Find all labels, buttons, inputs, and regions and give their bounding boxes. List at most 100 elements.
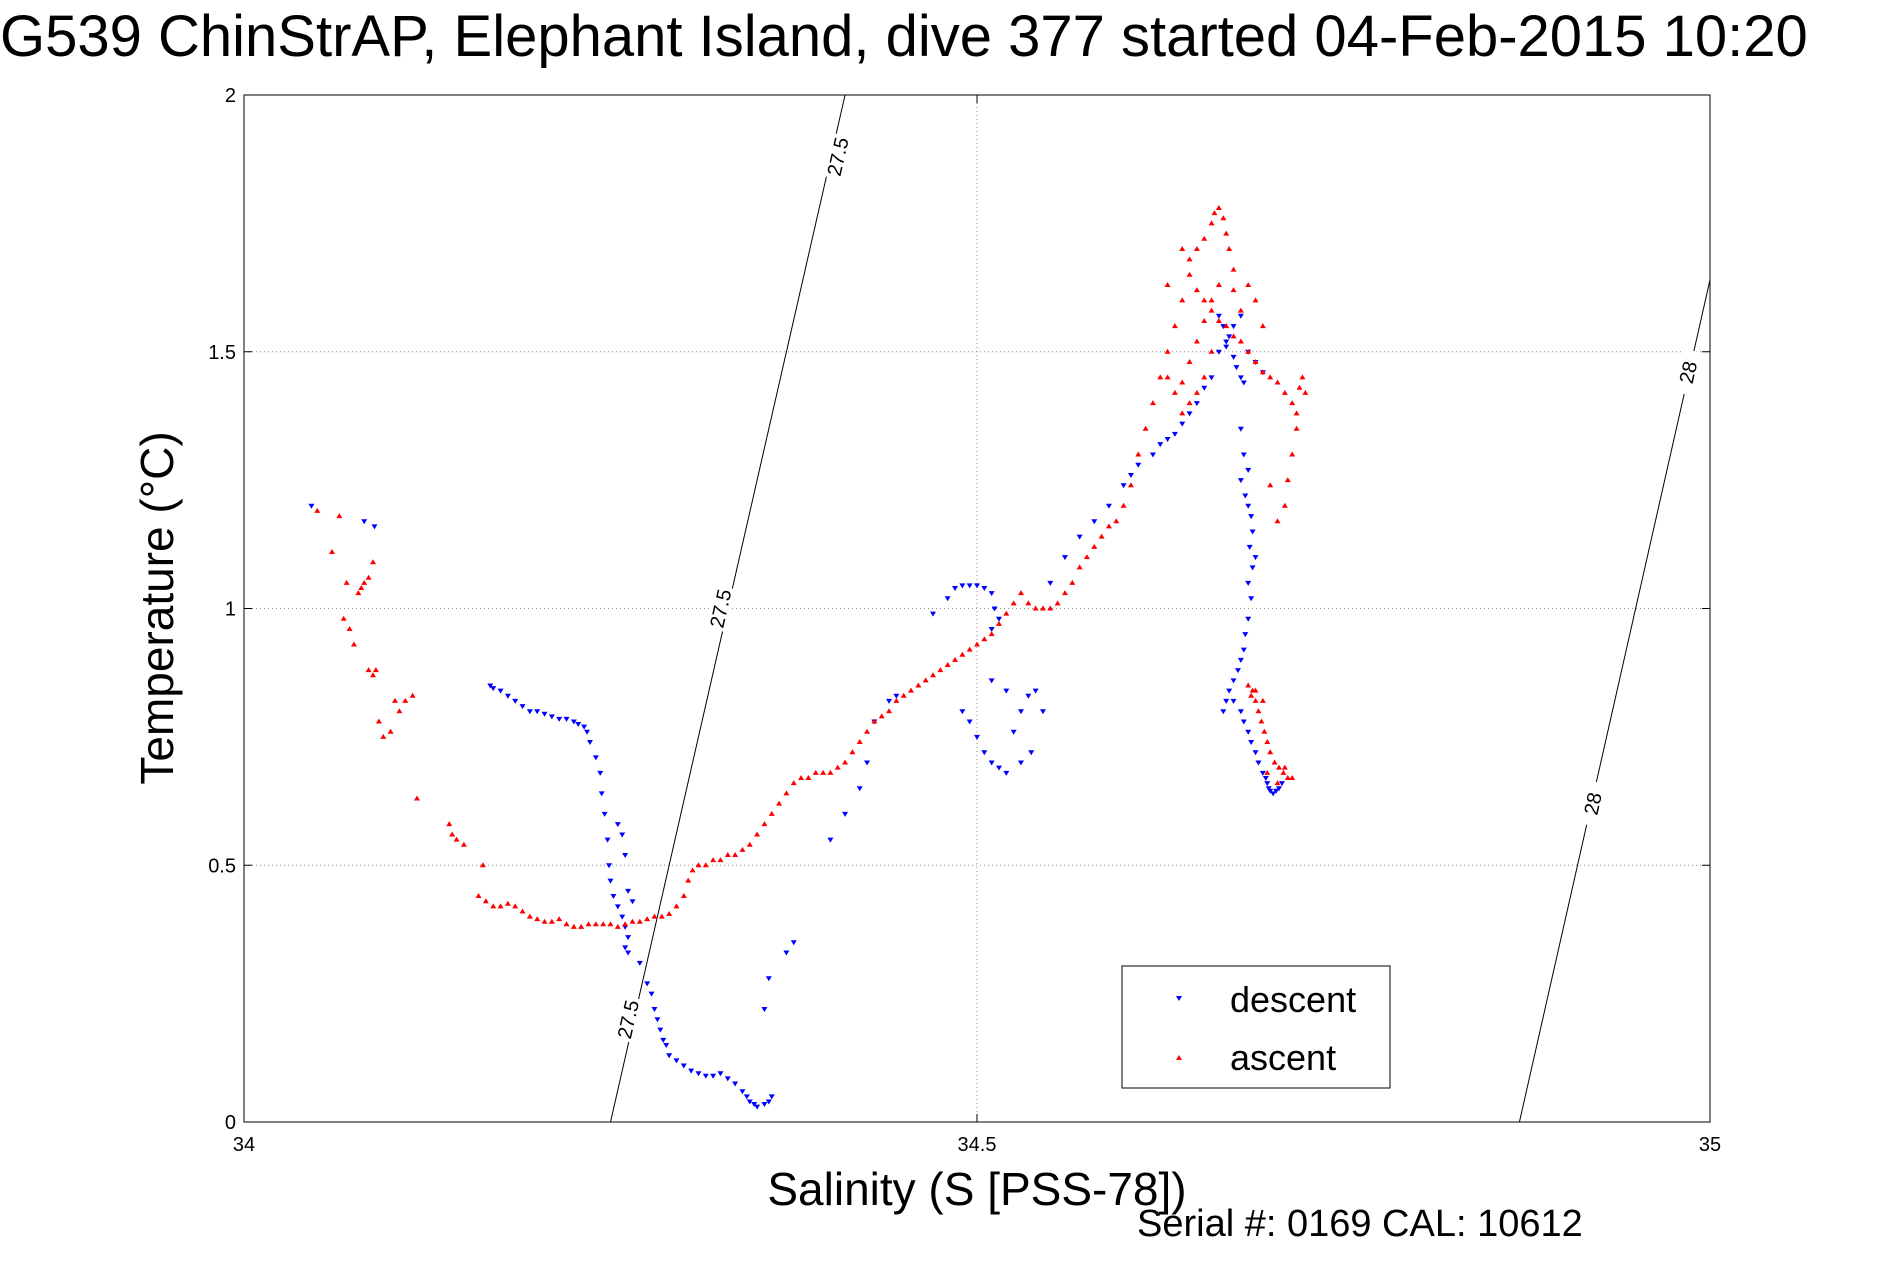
descent-point: [680, 1063, 687, 1069]
ascent-point: [812, 769, 819, 775]
x-axis-title: Salinity (S [PSS-78]): [767, 1163, 1186, 1215]
ascent-point: [658, 913, 665, 919]
grid-lines: [244, 95, 1710, 1122]
ascent-point: [1076, 564, 1083, 570]
descent-point: [995, 616, 1002, 622]
descent-point: [614, 904, 621, 910]
descent-point: [660, 1037, 667, 1043]
descent-point: [1201, 385, 1208, 391]
ascent-point: [1069, 579, 1076, 585]
descent-point: [1233, 365, 1240, 371]
ascent-point: [365, 667, 372, 673]
ascent-point: [1299, 374, 1306, 380]
descent-point: [548, 714, 555, 720]
descent-point: [575, 722, 582, 728]
descent-point: [1047, 580, 1054, 586]
descent-point: [619, 914, 626, 920]
descent-point: [1003, 770, 1010, 776]
ascent-point: [460, 841, 467, 847]
ascent-point: [1255, 708, 1262, 714]
ascent-point: [370, 672, 377, 678]
ascent-point: [1201, 297, 1208, 303]
ascent-point: [1230, 266, 1237, 272]
descent-point: [1226, 334, 1233, 340]
descent-point: [966, 583, 973, 589]
ascent-point: [651, 913, 658, 919]
descent-point: [598, 791, 605, 797]
ascent-point: [1258, 718, 1265, 724]
ascent-point: [402, 697, 409, 703]
isopycnal-label: 28: [1581, 791, 1607, 818]
ascent-point: [1032, 605, 1039, 611]
descent-point: [1091, 519, 1098, 525]
descent-point: [1025, 693, 1032, 699]
descent-point: [584, 729, 591, 735]
descent-point: [944, 596, 951, 602]
ascent-point: [1193, 389, 1200, 395]
ascent-point: [340, 615, 347, 621]
ascent-point: [1201, 235, 1208, 241]
descent-point: [1237, 313, 1244, 319]
descent-point: [1061, 555, 1068, 561]
ascent-point: [673, 903, 680, 909]
descent-point: [1220, 709, 1227, 715]
ascent-point: [1179, 379, 1186, 385]
descent-point: [1120, 483, 1127, 489]
descent-point: [610, 894, 617, 900]
descent-point: [739, 1089, 746, 1095]
descent-point: [1135, 462, 1142, 468]
descent-point: [1273, 788, 1280, 794]
ascent-point: [1003, 610, 1010, 616]
descent-point: [717, 1071, 724, 1077]
descent-point: [519, 704, 526, 710]
ascent-point: [900, 692, 907, 698]
ascent-point: [328, 549, 335, 555]
ascent-point: [1164, 348, 1171, 354]
descent-point: [1017, 760, 1024, 766]
ascent-point: [1215, 317, 1222, 323]
isopycnal-label: 27.5: [706, 587, 736, 630]
legend-ascent-label: ascent: [1230, 1037, 1336, 1078]
ascent-point: [834, 764, 841, 770]
ascent-point: [1105, 523, 1112, 529]
descent-point: [1248, 740, 1255, 746]
ascent-point: [842, 759, 849, 765]
descent-point: [1220, 324, 1227, 330]
descent-point: [601, 811, 608, 817]
ascent-point: [871, 718, 878, 724]
descent-point: [1032, 688, 1039, 694]
ascent-point: [1289, 400, 1296, 406]
descent-point: [761, 1007, 768, 1013]
ascent-point: [849, 749, 856, 755]
ascent-point: [1230, 333, 1237, 339]
ascent-point: [1208, 220, 1215, 226]
ascent-point: [739, 846, 746, 852]
ascent-point: [1274, 518, 1281, 524]
ascent-point: [1201, 374, 1208, 380]
data-points: [308, 204, 1309, 1110]
ascent-point: [864, 728, 871, 734]
ascent-point: [644, 916, 651, 922]
descent-point: [732, 1081, 739, 1087]
descent-point: [995, 765, 1002, 771]
descent-point: [952, 585, 959, 591]
ascent-point: [988, 631, 995, 637]
descent-point: [1193, 401, 1200, 407]
descent-point: [1267, 788, 1274, 794]
y-tick-label: 2: [225, 85, 236, 107]
ascent-point: [358, 584, 365, 590]
ascent-point: [519, 908, 526, 914]
descent-point: [988, 591, 995, 597]
ascent-point: [1171, 389, 1178, 395]
descent-point: [534, 709, 541, 715]
descent-point: [504, 693, 511, 699]
ascent-point: [355, 590, 362, 596]
ascent-point: [614, 923, 621, 929]
ascent-point: [930, 672, 937, 678]
ascent-point: [1223, 323, 1230, 329]
descent-point: [988, 760, 995, 766]
isopycnal-label: 27.5: [824, 135, 854, 178]
ascent-point: [702, 862, 709, 868]
ascent-point: [1289, 451, 1296, 457]
